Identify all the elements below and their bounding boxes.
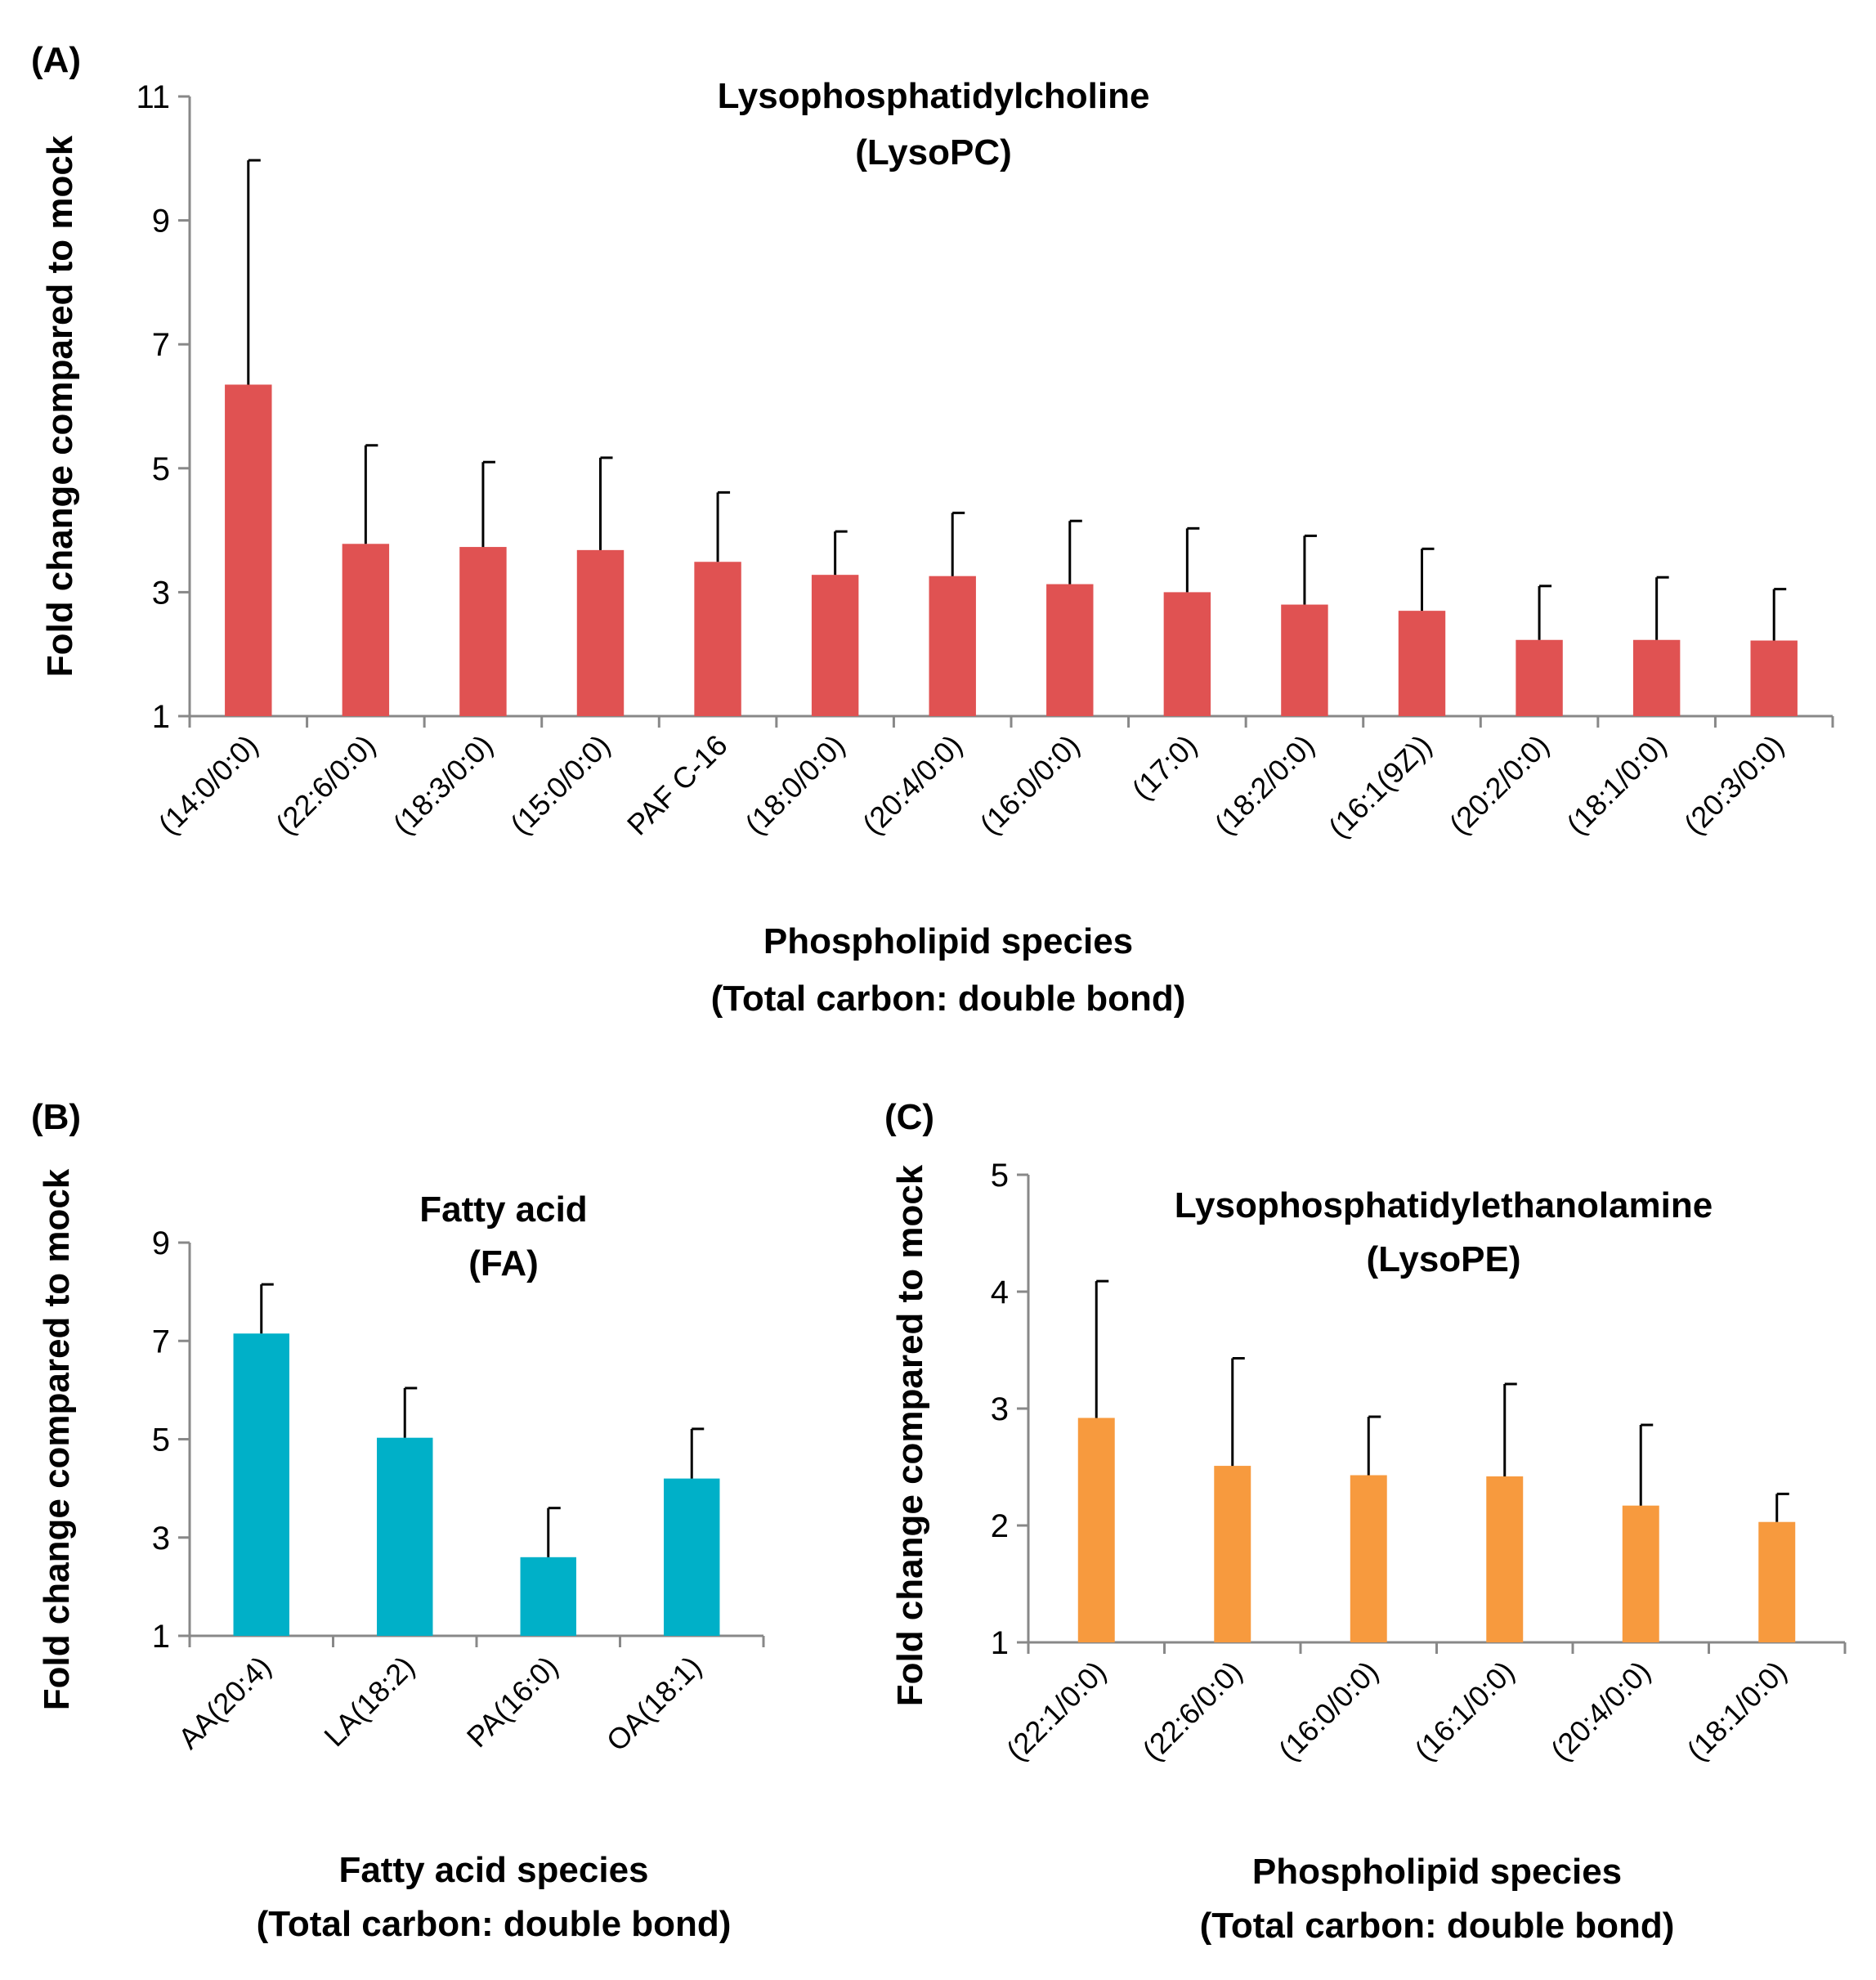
y-tick-label: 11 [136,79,170,115]
x-category-label: (20:4/0:0) [1544,1655,1657,1767]
bar [1750,640,1798,716]
x-axis-title: Fatty acid species [338,1850,648,1890]
x-category-label: (16:1(9Z)) [1322,728,1438,844]
y-tick-label: 1 [152,1619,170,1655]
y-tick-label: 9 [152,1225,170,1261]
chart-title: Fatty acid [419,1189,587,1230]
x-category-label: (14:0/0:0) [151,728,264,841]
chart-subtitle: (LysoPE) [1366,1239,1520,1279]
x-axis-subtitle: (Total carbon: double bond) [711,979,1186,1019]
y-tick-label: 5 [152,1422,170,1458]
x-axis-subtitle: (Total carbon: double bond) [257,1904,732,1944]
bar [1398,611,1446,716]
x-axis-title: Phospholipid species [1252,1852,1622,1892]
bar [1516,639,1563,716]
chart-lysope: (C) Lysophosphatidylethanolamine (LysoPE) 1… [884,1097,1847,1946]
bar [225,384,272,716]
x-category-label: (20:4/0:0) [856,728,969,841]
panel-b: (B) Fatty acid (FA) 1 3 5 7 9 AA(20:4) LA(18:2) PA… [0,1046,866,1980]
x-category-label: (20:2/0:0) [1443,728,1556,841]
panel-label: (A) [31,40,81,80]
bar [1046,584,1094,716]
y-axis-title: Fold change compared to mock [37,1168,77,1710]
x-category-label: (16:1/0:0) [1408,1655,1520,1767]
bar [1486,1476,1524,1642]
bar [1077,1418,1115,1642]
chart-subtitle: (FA) [468,1243,539,1283]
bar [459,547,507,716]
x-category-label: AA(20:4) [172,1650,277,1755]
bar [377,1437,433,1636]
y-tick-label: 5 [991,1158,1009,1194]
panel-label: (B) [31,1097,81,1137]
x-category-label: (18:1/0:0) [1560,728,1672,841]
chart-title: Lysophosphatidylcholine [718,76,1150,116]
chart-fatty-acid: (B) Fatty acid (FA) 1 3 5 7 9 AA(20:4) LA(18:2) PA… [31,1097,765,1944]
bar [1350,1475,1387,1642]
y-tick-label: 7 [152,327,170,363]
x-category-label: PA(16:0) [460,1650,565,1754]
y-tick-label: 5 [152,451,170,487]
y-axis-title: Fold change compared to mock [890,1164,930,1706]
panel-c: (C) Lysophosphatidylethanolamine (LysoPE) 1… [866,1046,1876,1980]
chart-title: Lysophosphatidylethanolamine [1175,1185,1713,1225]
x-category-label: (17:0) [1126,728,1203,806]
y-axis-title: Fold change compared to mock [40,135,80,677]
x-category-label: (22:6/0:0) [1135,1655,1248,1767]
bar [342,544,390,716]
panel-label: (C) [884,1097,934,1137]
chart-lysopc: (A) Lysophosphatidylcholine (LysoPC) 1 3 5 7 9 1… [31,40,1834,1019]
bar [520,1557,576,1636]
bar [664,1478,720,1636]
bar [1622,1505,1659,1642]
chart-subtitle: (LysoPC) [855,132,1012,172]
x-category-label: (15:0/0:0) [504,728,616,841]
y-tick-label: 4 [991,1274,1009,1310]
x-category-label: (18:0/0:0) [738,728,851,841]
x-category-label: LA(18:2) [317,1650,421,1754]
bar [1281,604,1328,716]
x-category-label: (16:0/0:0) [973,728,1086,841]
y-tick-label: 9 [152,204,170,240]
y-tick-label: 7 [152,1324,170,1360]
x-axis-subtitle: (Total carbon: double bond) [1200,1906,1675,1946]
x-category-label: (20:3/0:0) [1677,728,1790,841]
x-category-label: PAF C-16 [620,728,734,842]
y-tick-label: 1 [152,699,170,735]
y-tick-label: 1 [991,1625,1009,1661]
bar [1163,592,1211,716]
bar [233,1333,289,1636]
bar [811,575,859,716]
bar [929,576,976,716]
y-tick-label: 2 [991,1508,1009,1544]
x-category-label: (18:2/0:0) [1208,728,1321,841]
x-category-label: (22:1/0:0) [1000,1655,1113,1767]
y-tick-label: 3 [152,1521,170,1557]
panel-a: (A) Lysophosphatidylcholine (LysoPC) 1 3 5 7 9 1… [31,40,1834,1019]
x-axis-title: Phospholipid species [763,921,1133,961]
x-category-label: (18:3/0:0) [387,728,499,841]
y-tick-label: 3 [991,1391,1009,1427]
bar [1758,1521,1796,1642]
x-category-label: (22:6/0:0) [269,728,382,841]
bar [1214,1466,1251,1642]
x-category-label: OA(18:1) [600,1650,708,1758]
bar [1632,639,1681,716]
bar [576,549,625,716]
y-tick-label: 3 [152,575,170,611]
bar [694,562,741,716]
x-category-label: (16:0/0:0) [1272,1655,1385,1767]
x-category-label: (18:1/0:0) [1680,1655,1793,1767]
